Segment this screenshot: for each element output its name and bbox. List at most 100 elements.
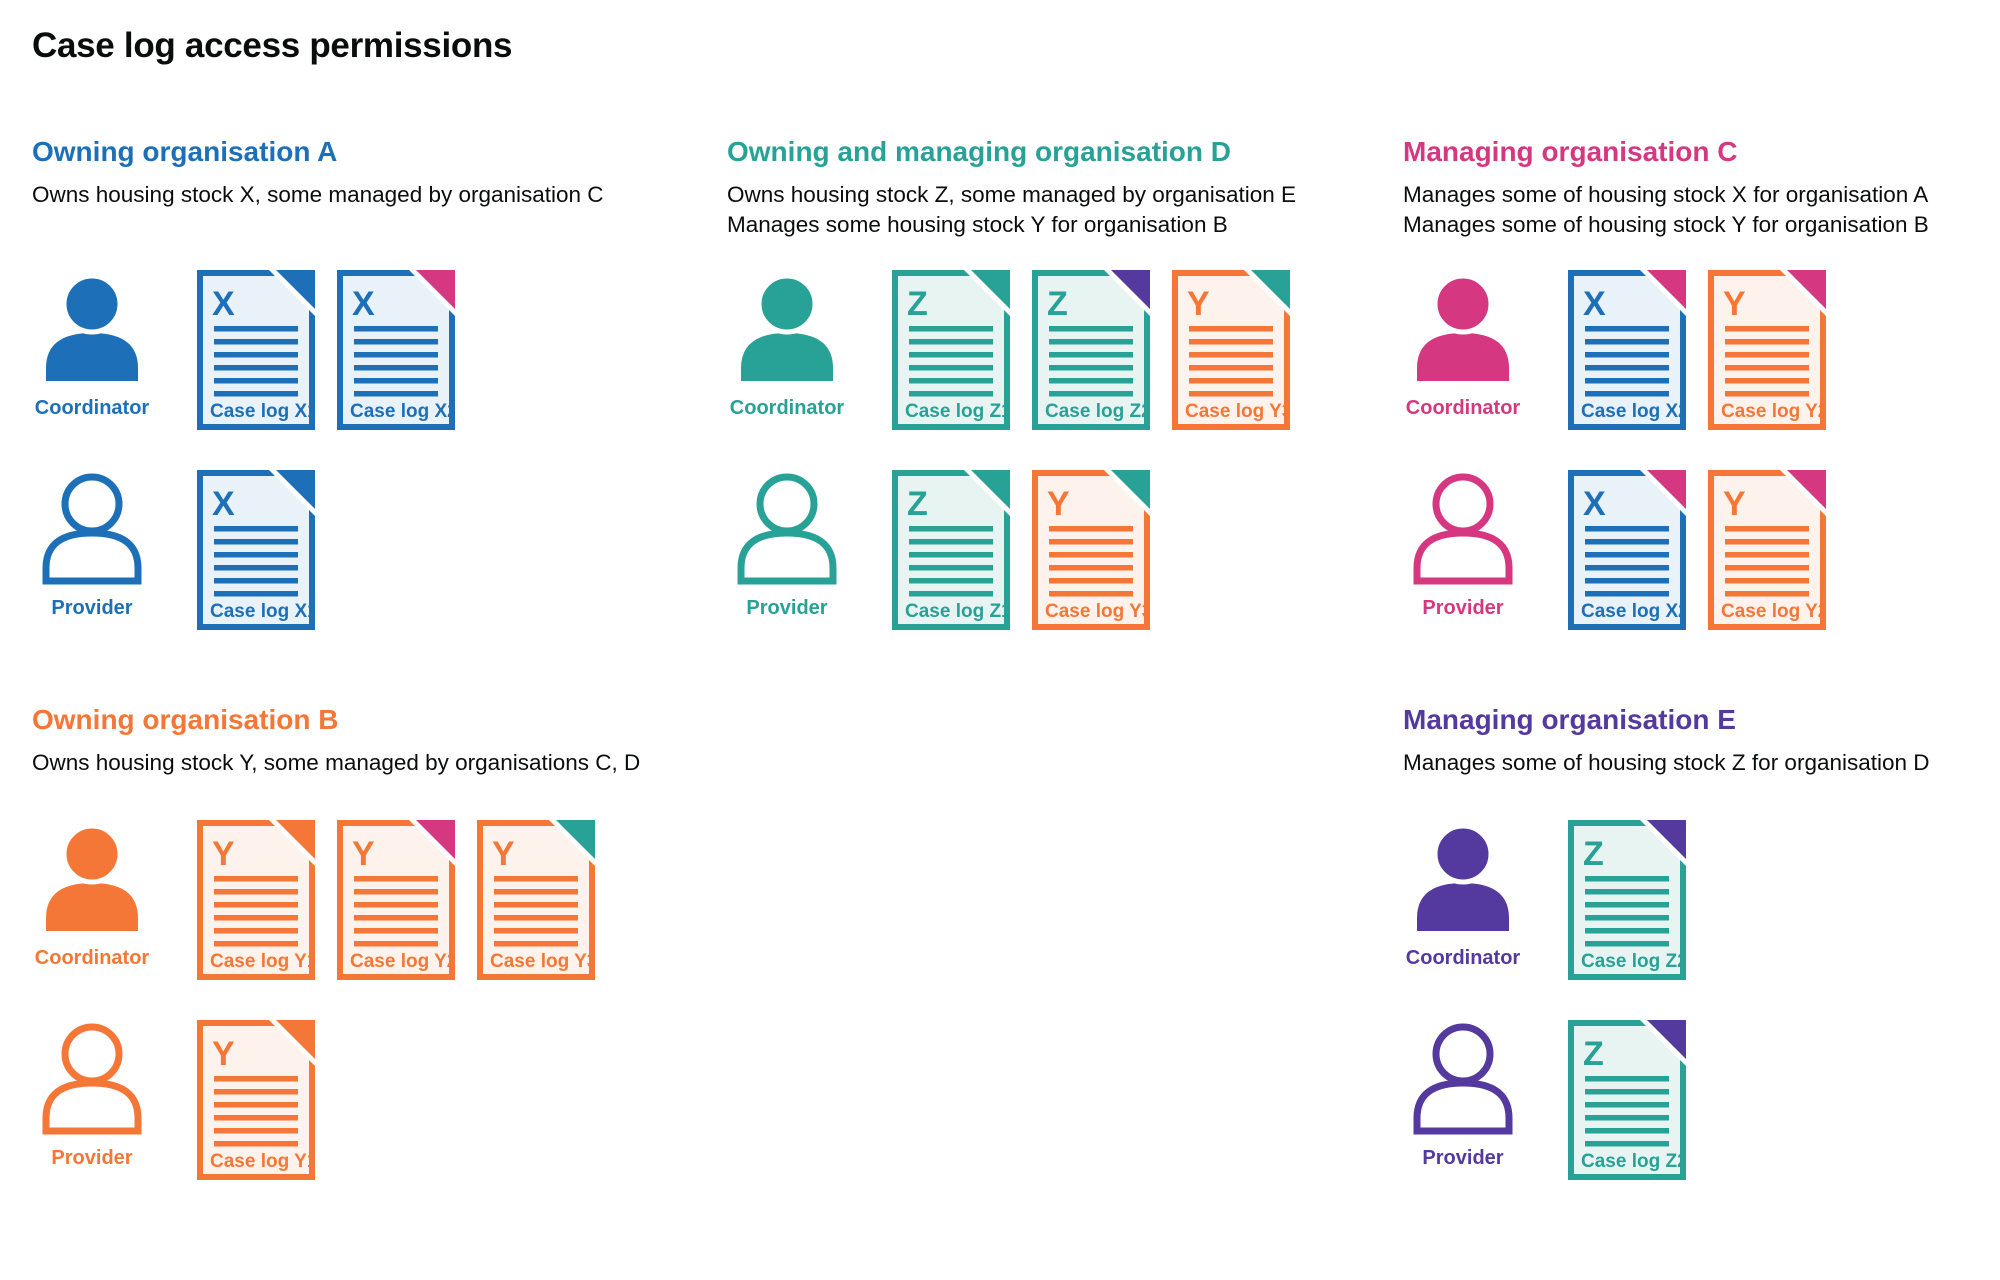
provider-figure: Provider (32, 472, 152, 620)
folded-corner-icon (1647, 820, 1686, 859)
case-log-doc-icon: Y Case log Y2 (1708, 469, 1828, 630)
role-label: Coordinator (1405, 397, 1521, 419)
doc-text-lines (1585, 1076, 1669, 1147)
case-log-doc-icon: Z Case log Z1 (892, 469, 1012, 630)
folded-corner-icon (1111, 470, 1150, 509)
case-log-card-case-log-y1: Y Case log Y1 (197, 1019, 318, 1180)
folded-corner-icon (971, 270, 1010, 309)
section-description-line: Manages some of housing stock Z for orga… (1403, 750, 1930, 775)
case-log-card-case-log-y3: Y Case log Y3 (1172, 269, 1292, 430)
doc-text-lines (354, 876, 438, 947)
case-log-card-case-log-y1: Y Case log Y1 (197, 819, 318, 980)
case-log-doc-icon: X Case log X2 (337, 269, 458, 430)
doc-letter: Y (212, 1035, 235, 1073)
folded-corner-icon (416, 270, 455, 309)
org-section-owning-organisation-b: Owning organisation B Owns housing stock … (32, 703, 712, 1180)
doc-text-lines (494, 876, 578, 947)
doc-text-lines (1585, 326, 1669, 397)
case-log-doc-icon: Y Case log Y1 (197, 819, 318, 980)
case-log-doc-icon: Z Case log Z1 (892, 269, 1012, 430)
org-section-managing-organisation-c: Managing organisation C Manages some of h… (1403, 135, 2000, 630)
section-description: Manages some of housing stock Z for orga… (1403, 748, 2000, 778)
role-label: Provider (1422, 597, 1504, 619)
doc-text-lines (909, 526, 993, 597)
case-log-doc-icon: Y Case log Y2 (1708, 269, 1828, 430)
doc-label: Case log Y3 (1185, 401, 1290, 422)
doc-letter: Y (1187, 285, 1210, 323)
section-heading: Owning and managing organisation D (727, 136, 1232, 167)
folded-corner-icon (276, 820, 315, 859)
doc-text-lines (1725, 326, 1809, 397)
coordinator-person-icon (741, 273, 833, 381)
doc-label: Case log X2 (350, 401, 455, 422)
page-title: Case log access permissions (32, 26, 513, 65)
case-log-card-case-log-x2: X Case log X2 (1568, 469, 1689, 630)
doc-text-lines (1585, 526, 1669, 597)
doc-label: Case log Y1 (210, 951, 315, 972)
doc-letter: X (352, 285, 375, 323)
coordinator-person-icon (46, 823, 138, 931)
coordinator-person-icon (46, 273, 138, 381)
coordinator-person-icon (1417, 823, 1509, 931)
doc-label: Case log Z2 (1581, 1151, 1686, 1172)
provider-person-icon (42, 473, 142, 585)
doc-letter: Y (212, 835, 235, 873)
provider-person-icon (737, 473, 837, 585)
doc-text-lines (214, 1076, 298, 1147)
case-log-card-case-log-z1: Z Case log Z1 (892, 269, 1012, 430)
coordinator-figure: Coordinator (32, 272, 152, 420)
doc-letter: Z (907, 485, 928, 523)
role-label: Coordinator (1405, 947, 1521, 969)
role-label: Provider (51, 597, 133, 619)
provider-figure: Provider (1403, 1022, 1523, 1170)
section-description-line: Owns housing stock X, some managed by or… (32, 182, 604, 207)
doc-text-lines (354, 326, 438, 397)
case-log-doc-icon: Y Case log Y2 (337, 819, 457, 980)
doc-label: Case log Y3 (490, 951, 595, 972)
role-label: Provider (746, 597, 828, 619)
section-heading: Managing organisation C (1403, 136, 1738, 167)
case-log-card-case-log-y3: Y Case log Y3 (1032, 469, 1152, 630)
provider-row: Provider X Case log X1 (32, 469, 712, 655)
role-label: Provider (51, 1147, 133, 1169)
case-log-doc-icon: Z Case log Z2 (1568, 1019, 1688, 1180)
doc-label: Case log Z1 (905, 601, 1010, 622)
provider-figure: Provider (32, 1022, 152, 1170)
provider-person-icon (42, 1023, 142, 1135)
doc-text-lines (1049, 526, 1133, 597)
coordinator-row: Coordinator Z Case log Z1 Z Case log Z2 Y Case… (727, 269, 1407, 455)
case-log-doc-icon: Y Case log Y1 (197, 1019, 318, 1180)
section-description: Manages some of housing stock X for orga… (1403, 180, 2000, 240)
case-log-doc-icon: X Case log X2 (1568, 269, 1689, 430)
folded-corner-icon (1647, 470, 1686, 509)
coordinator-row: Coordinator X Case log X2 Y Case log Y2 (1403, 269, 2000, 455)
coordinator-person-icon (1417, 273, 1509, 381)
case-log-doc-icon: Z Case log Z2 (1568, 819, 1688, 980)
section-description-line: Owns housing stock Z, some managed by or… (727, 182, 1297, 207)
case-log-card-case-log-y2: Y Case log Y2 (1708, 469, 1828, 630)
doc-text-lines (214, 326, 298, 397)
doc-label: Case log X2 (1581, 401, 1686, 422)
case-log-doc-icon: Y Case log Y3 (477, 819, 597, 980)
section-heading: Managing organisation E (1403, 704, 1736, 735)
doc-letter: X (1583, 285, 1606, 323)
folded-corner-icon (971, 470, 1010, 509)
folded-corner-icon (1647, 270, 1686, 309)
section-description-line: Owns housing stock Y, some managed by or… (32, 750, 641, 775)
coordinator-row: Coordinator Y Case log Y1 Y Case log Y2 Y Case… (32, 819, 712, 1005)
folded-corner-icon (1647, 1020, 1686, 1059)
case-log-card-case-log-z2: Z Case log Z2 (1568, 1019, 1688, 1180)
coordinator-row: Coordinator X Case log X1 X Case log X2 (32, 269, 712, 455)
folded-corner-icon (556, 820, 595, 859)
doc-letter: X (212, 485, 235, 523)
coordinator-figure: Coordinator (1403, 272, 1523, 420)
doc-label: Case log X1 (210, 601, 315, 622)
section-heading: Owning organisation A (32, 136, 338, 167)
provider-row: Provider Z Case log Z2 (1403, 1019, 2000, 1205)
doc-label: Case log Z2 (1581, 951, 1686, 972)
doc-letter: Z (1583, 835, 1604, 873)
doc-letter: Y (352, 835, 375, 873)
case-log-card-case-log-x1: X Case log X1 (197, 269, 318, 430)
doc-text-lines (1189, 326, 1273, 397)
provider-figure: Provider (1403, 472, 1523, 620)
